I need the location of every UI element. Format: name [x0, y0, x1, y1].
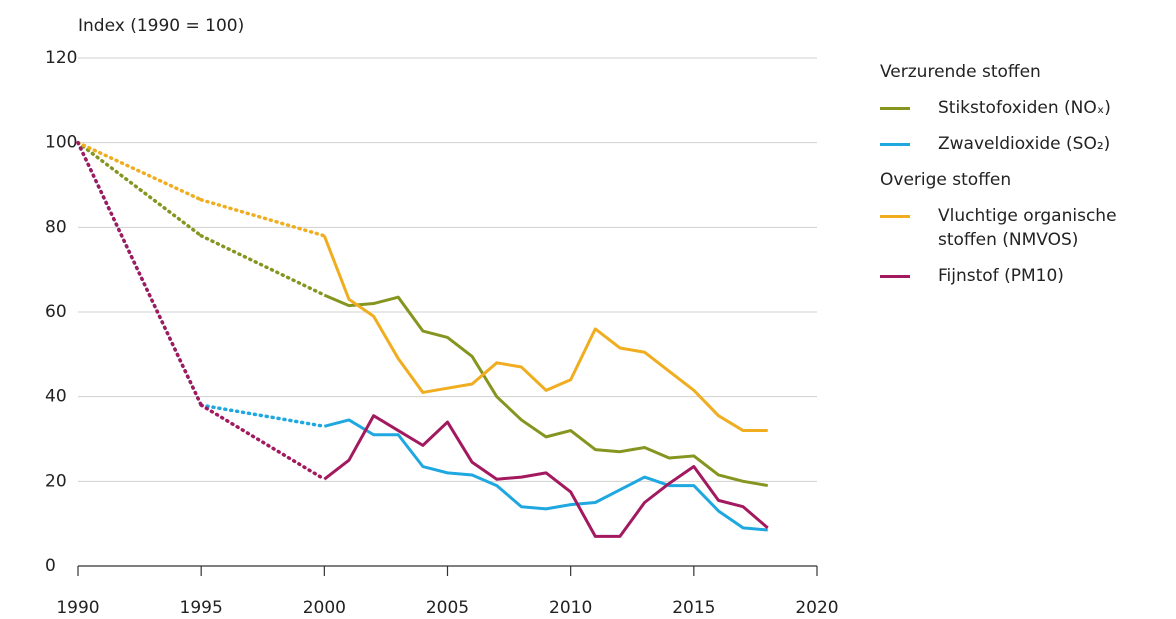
x-tick-label: 1995 [180, 598, 223, 618]
x-tick-label: 2015 [672, 598, 715, 618]
legend-item: Vluchtige organische stoffen (NMVOS) [880, 204, 1158, 252]
legend: Verzurende stoffen Stikstofoxiden (NOₓ) Zw… [880, 60, 1170, 300]
legend-swatch [880, 143, 910, 146]
legend-swatch [880, 107, 910, 110]
y-tick-label: 100 [45, 133, 77, 153]
line [323, 414, 769, 538]
line-interpolated [199, 403, 327, 429]
line-interpolated [76, 140, 203, 202]
legend-label: Fijnstof (PM10) [938, 266, 1064, 286]
x-tick-label: 2020 [795, 598, 838, 618]
line [322, 235, 768, 433]
y-tick-label: 80 [45, 217, 67, 237]
line-interpolated [199, 403, 327, 481]
line-interpolated [199, 234, 327, 297]
legend-label: Vluchtige organische stoffen (NMVOS) [938, 206, 1117, 250]
legend-label: Zwaveldioxide (SO₂) [938, 134, 1111, 154]
line [323, 418, 768, 532]
y-tick-label: 120 [45, 48, 77, 68]
y-tick-label: 60 [45, 302, 67, 322]
line-interpolated [199, 198, 327, 238]
line [323, 293, 768, 488]
line-interpolated [76, 140, 203, 407]
legend-item: Fijnstof (PM10) [880, 264, 1158, 288]
legend-group-title: Overige stoffen [880, 170, 1012, 190]
x-tick-label: 1990 [56, 598, 99, 618]
y-axis-label: Index (1990 = 100) [78, 16, 244, 36]
y-tick-label: 0 [45, 556, 56, 576]
y-tick-label: 20 [45, 471, 67, 491]
chart: Index (1990 = 100) 0 20 40 60 80 100 120 1990 19… [45, 16, 839, 618]
legend-label: Stikstofoxiden (NOₓ) [938, 98, 1111, 118]
legend-item: Zwaveldioxide (SO₂) [880, 132, 1158, 156]
legend-swatch [880, 275, 910, 278]
x-tick-label: 2010 [549, 598, 592, 618]
line-interpolated [76, 140, 203, 238]
legend-group-title: Verzurende stoffen [880, 62, 1041, 82]
legend-item: Stikstofoxiden (NOₓ) [880, 96, 1158, 120]
legend-swatch [880, 215, 910, 218]
y-tick-label: 40 [45, 387, 67, 407]
x-tick-label: 2000 [303, 598, 346, 618]
x-tick-label: 2005 [426, 598, 469, 618]
